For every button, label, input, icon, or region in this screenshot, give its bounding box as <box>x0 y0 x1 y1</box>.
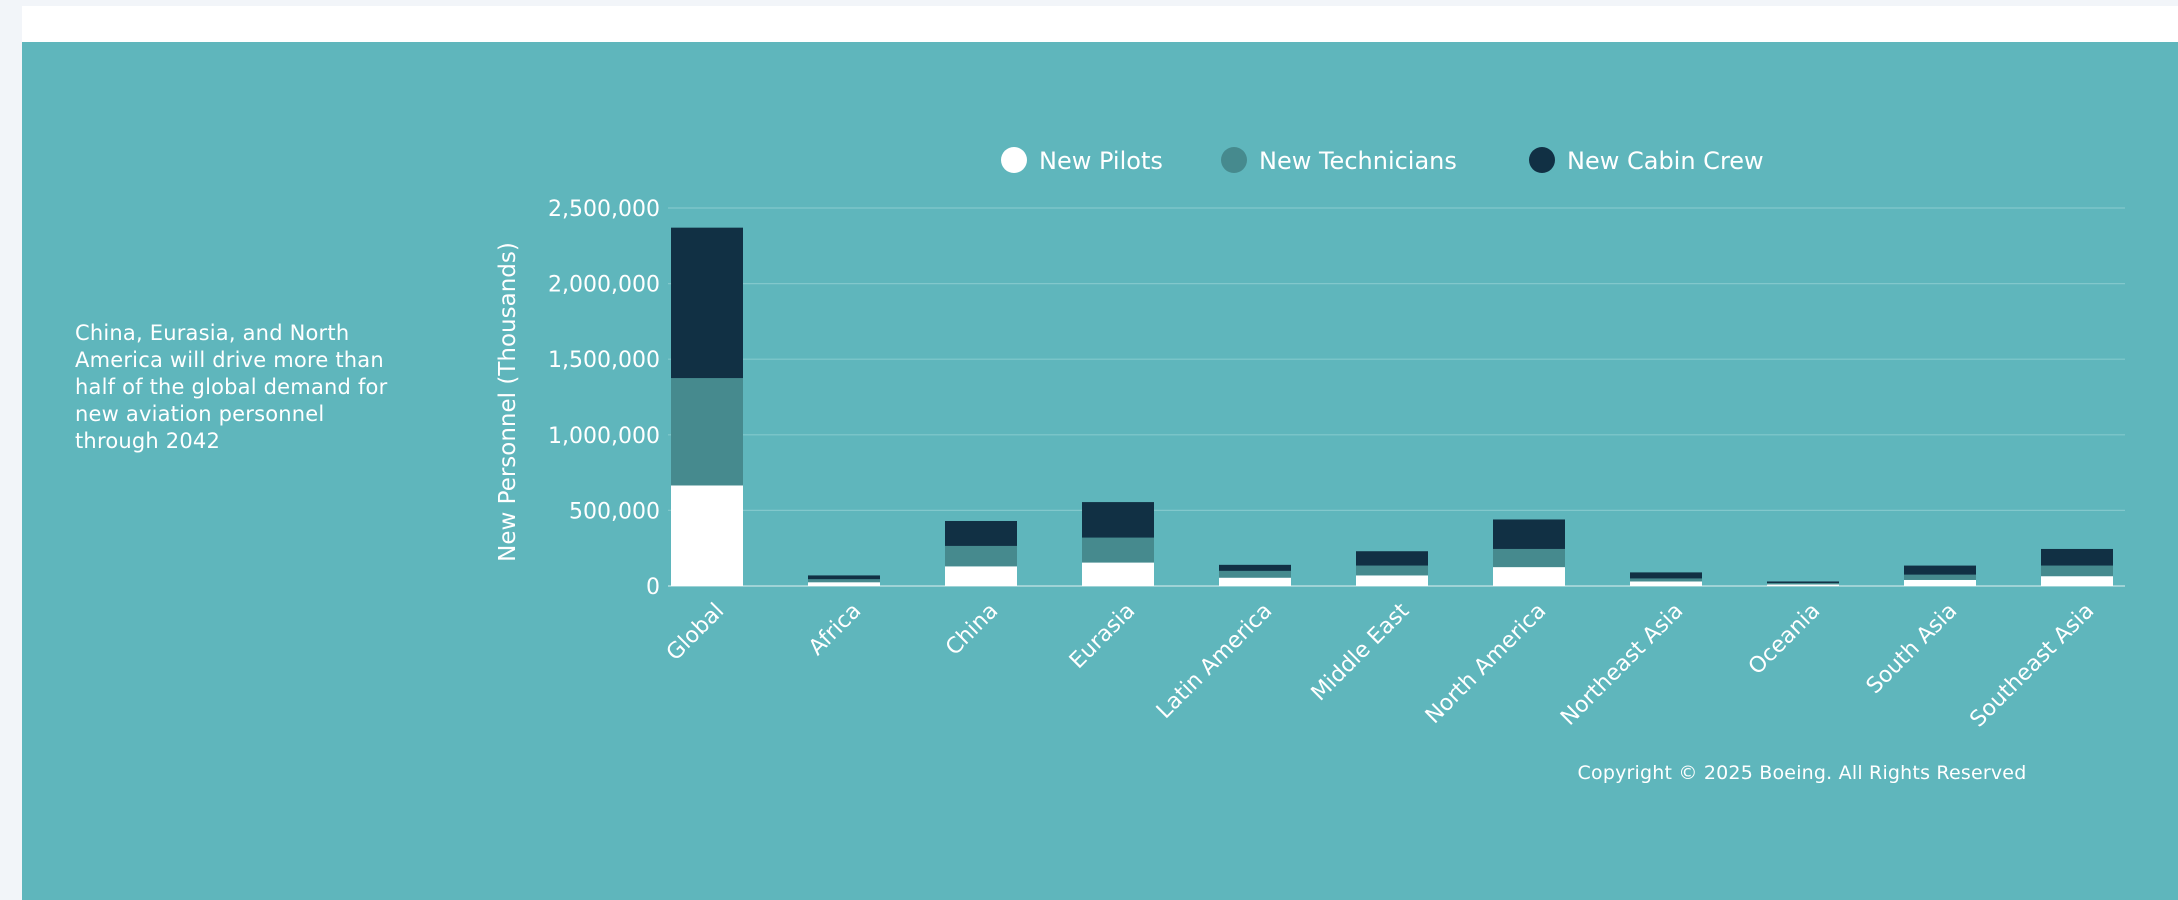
x-category-label: Northeast Asia <box>1556 599 1688 731</box>
bar-segment-cabin-crew <box>1219 564 1291 571</box>
top-white-strip <box>22 6 2178 42</box>
bar-segment-cabin-crew <box>2041 548 2113 566</box>
x-category-label: Southeast Asia <box>1966 599 2100 733</box>
y-axis-ticks: 0 500,000 1,000,000 1,500,000 2,000,000 2,500… <box>548 197 660 600</box>
x-category-label: Eurasia <box>1065 599 1140 674</box>
gridlines <box>668 207 2125 587</box>
bar-segment-pilots <box>1767 584 1839 586</box>
y-tick-label: 2,000,000 <box>548 273 660 298</box>
legend: New Pilots New Technicians New Cabin Crew <box>1001 147 1764 175</box>
bar-segment-pilots <box>945 566 1017 586</box>
legend-label-pilots: New Pilots <box>1039 147 1163 175</box>
bar-segment-cabin-crew <box>1493 519 1565 549</box>
bar-segment-pilots <box>1356 575 1428 586</box>
x-axis-category-labels: Global Africa China Eurasia Latin America Mid… <box>662 598 2099 732</box>
bar-segment-technicians <box>1767 582 1839 585</box>
bar-segment-technicians <box>1219 570 1291 578</box>
bar-segment-cabin-crew <box>808 575 880 580</box>
bar-segment-technicians <box>671 378 743 486</box>
legend-marker-technicians <box>1221 147 1247 173</box>
bar-segment-pilots <box>1082 562 1154 586</box>
bar-segment-technicians <box>1904 574 1976 580</box>
bar-segment-cabin-crew <box>1630 572 1702 579</box>
bar-segment-technicians <box>1082 537 1154 563</box>
y-tick-label: 0 <box>646 575 660 600</box>
legend-marker-cabin-crew <box>1529 147 1555 173</box>
bar-segment-cabin-crew <box>1767 581 1839 583</box>
bar-segment-pilots <box>671 485 743 586</box>
x-category-label: Middle East <box>1307 598 1415 706</box>
legend-label-technicians: New Technicians <box>1259 147 1457 175</box>
bar-segment-cabin-crew <box>945 520 1017 546</box>
bar-segment-cabin-crew <box>1082 502 1154 538</box>
bar-segment-pilots <box>808 582 880 586</box>
x-category-label: Africa <box>804 599 866 661</box>
chart-caption: China, Eurasia, and North America will d… <box>75 321 388 453</box>
bar-segment-pilots <box>2041 576 2113 586</box>
bar-segment-pilots <box>1493 567 1565 586</box>
bar-segment-cabin-crew <box>671 227 743 379</box>
bar-segment-pilots <box>1219 577 1291 586</box>
bar-segment-cabin-crew <box>1356 551 1428 566</box>
x-category-label: South Asia <box>1862 599 1962 699</box>
y-tick-label: 1,500,000 <box>548 348 660 373</box>
x-category-label: Global <box>662 599 729 666</box>
x-category-label: Latin America <box>1152 599 1277 724</box>
copyright-notice: Copyright © 2025 Boeing. All Rights Rese… <box>1577 762 2027 784</box>
bar-segment-technicians <box>945 545 1017 567</box>
bar-segment-technicians <box>808 579 880 583</box>
x-category-label: Oceania <box>1744 599 1825 680</box>
chart-panel <box>22 42 2178 900</box>
bar-segment-technicians <box>1630 578 1702 582</box>
legend-label-cabin-crew: New Cabin Crew <box>1567 147 1764 175</box>
bar-segment-technicians <box>1493 548 1565 568</box>
y-axis-title: New Personnel (Thousands) <box>495 242 521 562</box>
bar-segment-technicians <box>1356 565 1428 576</box>
x-category-label: North America <box>1421 599 1551 729</box>
bars <box>671 227 2113 586</box>
x-category-label: China <box>941 599 1003 661</box>
legend-marker-pilots <box>1001 147 1027 173</box>
bar-segment-technicians <box>2041 565 2113 577</box>
y-tick-label: 500,000 <box>569 499 660 524</box>
bar-segment-pilots <box>1630 581 1702 586</box>
y-tick-label: 1,000,000 <box>548 424 660 449</box>
y-tick-label: 2,500,000 <box>548 197 660 222</box>
bar-segment-pilots <box>1904 579 1976 586</box>
bar-segment-cabin-crew <box>1904 565 1976 575</box>
